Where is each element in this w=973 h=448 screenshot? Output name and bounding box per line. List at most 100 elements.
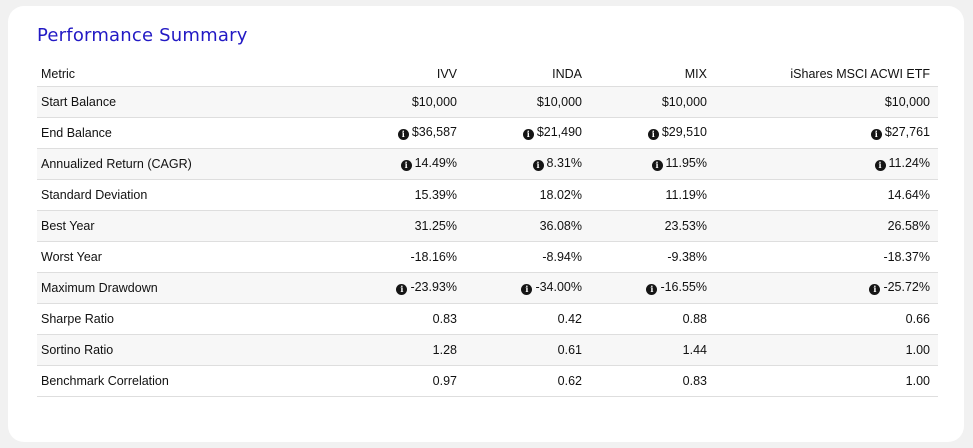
cell-acwi: 1.00 — [715, 365, 938, 397]
cell-value: 8.31% — [546, 156, 582, 170]
table-row: Worst Year -18.16% -8.94% -9.38% -18.37% — [37, 241, 938, 273]
cell-value: -25.72% — [883, 280, 930, 294]
metric-label: Sortino Ratio — [37, 334, 334, 366]
table-row: Sharpe Ratio 0.83 0.42 0.88 0.66 — [37, 303, 938, 335]
table-body: Start Balance $10,000 $10,000 $10,000 $10,00… — [37, 86, 938, 397]
cell-value: 1.00 — [905, 373, 930, 388]
cell-value: 11.95% — [665, 156, 707, 170]
cell-value: $10,000 — [661, 94, 707, 109]
column-header-acwi: iShares MSCI ACWI ETF — [715, 62, 938, 87]
info-icon[interactable]: i — [651, 160, 663, 171]
cell-value: -9.38% — [667, 249, 707, 264]
cell-value: 0.61 — [557, 342, 582, 357]
cell-ivv: 0.83 — [334, 303, 465, 335]
metric-label: Annualized Return (CAGR) — [37, 148, 334, 180]
cell-acwi: 0.66 — [715, 303, 938, 335]
cell-ivv: i -23.93% — [334, 272, 465, 304]
cell-value: 36.08% — [539, 218, 582, 233]
column-header-mix: MIX — [590, 62, 715, 87]
cell-value: 0.66 — [905, 311, 930, 326]
cell-mix: i -16.55% — [590, 272, 715, 304]
metric-label: Start Balance — [37, 86, 334, 118]
metric-label: Worst Year — [37, 241, 334, 273]
cell-value: $29,510 — [661, 125, 707, 139]
table-row: Maximum Drawdown i -23.93% i -34.00% i -16.55%… — [37, 272, 938, 304]
cell-mix: $10,000 — [590, 86, 715, 118]
cell-value: $10,000 — [411, 94, 457, 109]
info-icon[interactable]: i — [647, 129, 659, 140]
cell-mix: 23.53% — [590, 210, 715, 242]
info-icon[interactable]: i — [869, 284, 881, 295]
info-icon[interactable]: i — [870, 129, 882, 140]
cell-ivv: 1.28 — [334, 334, 465, 366]
cell-ivv: -18.16% — [334, 241, 465, 273]
cell-ivv: 31.25% — [334, 210, 465, 242]
info-icon[interactable]: i — [396, 284, 408, 295]
cell-mix: 0.83 — [590, 365, 715, 397]
cell-mix: -9.38% — [590, 241, 715, 273]
cell-value: 0.42 — [557, 311, 582, 326]
cell-acwi: 26.58% — [715, 210, 938, 242]
info-icon[interactable]: i — [397, 129, 409, 140]
info-icon[interactable]: i — [522, 129, 534, 140]
cell-ivv: $10,000 — [334, 86, 465, 118]
table-row: Sortino Ratio 1.28 0.61 1.44 1.00 — [37, 334, 938, 366]
cell-ivv: 0.97 — [334, 365, 465, 397]
section-title: Performance Summary — [37, 25, 248, 46]
cell-value: 1.28 — [432, 342, 457, 357]
cell-value: $36,587 — [411, 125, 457, 139]
table-row: Start Balance $10,000 $10,000 $10,000 $10,00… — [37, 86, 938, 118]
cell-inda: 36.08% — [465, 210, 590, 242]
cell-value: 14.49% — [414, 156, 457, 170]
cell-value: 26.58% — [887, 218, 930, 233]
info-icon[interactable]: i — [646, 284, 658, 295]
metric-label: Sharpe Ratio — [37, 303, 334, 335]
info-icon[interactable]: i — [521, 284, 533, 295]
cell-mix: i $29,510 — [590, 117, 715, 149]
performance-summary-card: Performance Summary Metric IVV INDA MIX … — [8, 6, 964, 442]
metric-label: Maximum Drawdown — [37, 272, 334, 304]
cell-ivv: 15.39% — [334, 179, 465, 211]
cell-value: 0.83 — [432, 311, 457, 326]
cell-inda: -8.94% — [465, 241, 590, 273]
cell-mix: 1.44 — [590, 334, 715, 366]
cell-value: 0.62 — [557, 373, 582, 388]
metric-label: Best Year — [37, 210, 334, 242]
cell-value: 15.39% — [414, 187, 457, 202]
column-header-metric: Metric — [37, 62, 334, 87]
table-row: Best Year 31.25% 36.08% 23.53% 26.58% — [37, 210, 938, 242]
cell-value: $10,000 — [536, 94, 582, 109]
cell-inda: i $21,490 — [465, 117, 590, 149]
metric-label: Standard Deviation — [37, 179, 334, 211]
metric-label: Benchmark Correlation — [37, 365, 334, 397]
performance-summary-table: Metric IVV INDA MIX iShares MSCI ACWI ET… — [37, 62, 938, 397]
cell-value: 11.19% — [665, 187, 707, 202]
cell-acwi: i -25.72% — [715, 272, 938, 304]
cell-ivv: i 14.49% — [334, 148, 465, 180]
cell-value: -8.94% — [542, 249, 582, 264]
cell-value: 0.97 — [432, 373, 457, 388]
table-row: Standard Deviation 15.39% 18.02% 11.19% 14.6… — [37, 179, 938, 211]
cell-inda: 0.61 — [465, 334, 590, 366]
cell-value: 11.24% — [888, 156, 930, 170]
cell-acwi: 14.64% — [715, 179, 938, 211]
column-header-ivv: IVV — [334, 62, 465, 87]
cell-acwi: i $27,761 — [715, 117, 938, 149]
cell-ivv: i $36,587 — [334, 117, 465, 149]
cell-value: -23.93% — [410, 280, 457, 294]
cell-value: 31.25% — [414, 218, 457, 233]
info-icon[interactable]: i — [400, 160, 412, 171]
cell-inda: $10,000 — [465, 86, 590, 118]
info-icon[interactable]: i — [532, 160, 544, 171]
info-icon[interactable]: i — [874, 160, 886, 171]
cell-value: 0.83 — [682, 373, 707, 388]
cell-inda: i -34.00% — [465, 272, 590, 304]
cell-value: $21,490 — [536, 125, 582, 139]
cell-value: 0.88 — [682, 311, 707, 326]
cell-inda: i 8.31% — [465, 148, 590, 180]
cell-value: 23.53% — [664, 218, 707, 233]
cell-value: $10,000 — [884, 94, 930, 109]
table-row: End Balance i $36,587 i $21,490 i $29,510 i $27,… — [37, 117, 938, 149]
cell-value: 18.02% — [539, 187, 582, 202]
table-row: Annualized Return (CAGR) i 14.49% i 8.31% i 11… — [37, 148, 938, 180]
